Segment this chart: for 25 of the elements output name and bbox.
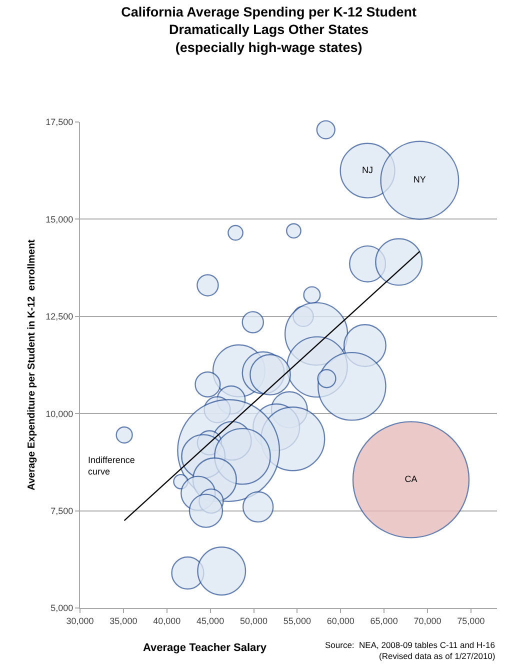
data-label: NY	[413, 174, 426, 185]
x-tick-label: 40,000	[153, 616, 181, 626]
x-axis-title: Average Teacher Salary	[143, 642, 268, 654]
y-tick-label: 10,000	[46, 408, 74, 419]
x-tick-label: 45,000	[196, 616, 224, 626]
y-tick-label: 12,500	[46, 312, 74, 322]
y-tick-label: 5,000	[50, 603, 74, 614]
x-tick-label: 60,000	[326, 616, 354, 626]
x-tick-label: 75,000	[457, 616, 485, 626]
y-tick-label: 7,500	[50, 506, 74, 516]
text: Indifference curve	[88, 455, 135, 477]
y-axis-title: Average Expenditure per Student in K-12 enrollment	[26, 238, 38, 490]
text: (Revised data as of 1/27/2010)	[379, 651, 496, 661]
source-note: Source: NEA, 2008-09 tables C-11 and H-16	[325, 640, 496, 650]
x-tick-label: 35,000	[110, 616, 138, 626]
y-tick-label: 17,500	[46, 117, 74, 128]
y-tick-label: 15,000	[46, 214, 74, 224]
chart-title: California Average Spending per K-12 Student Dramatically Lags Other States (especially high-wage states)	[121, 4, 417, 55]
data-label: CA	[404, 474, 418, 484]
x-tick-label: 65,000	[370, 616, 398, 626]
x-tick-label: 50,000	[240, 616, 268, 626]
x-tick-label: 30,000	[66, 616, 94, 626]
x-tick-label: 55,000	[283, 616, 311, 626]
x-tick-label: 70,000	[414, 616, 442, 626]
data-label: NJ	[362, 164, 374, 175]
